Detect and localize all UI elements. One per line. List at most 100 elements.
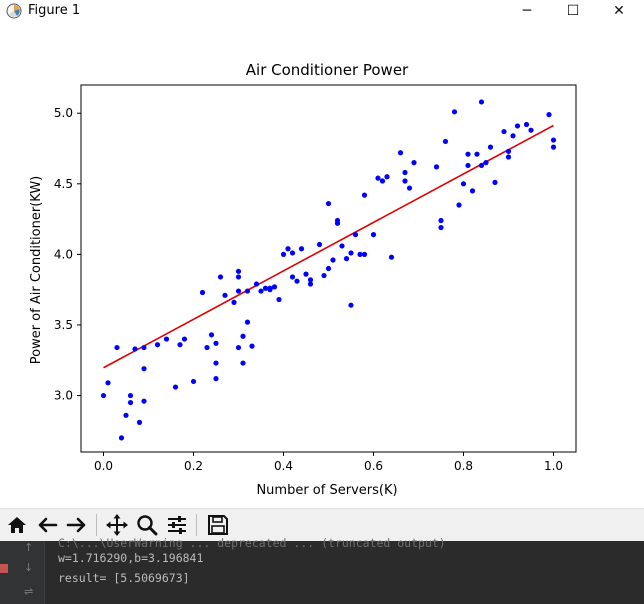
data-point: [483, 160, 489, 166]
data-point: [303, 271, 309, 277]
stop-icon[interactable]: [0, 564, 8, 573]
data-point: [514, 123, 521, 129]
x-tick-label: 0.6: [364, 459, 383, 473]
x-tick-label: 0.8: [454, 459, 473, 473]
data-point: [190, 378, 197, 385]
data-point: [478, 162, 485, 169]
forward-button[interactable]: [64, 512, 90, 538]
data-point: [244, 319, 251, 325]
chart-title: Air Conditioner Power: [246, 61, 409, 79]
data-point: [402, 178, 408, 184]
figure-canvas[interactable]: 0.0 0.2 0.4 0.6 0.8 1.0 3.0 3.5 4.0 4.5 5.0 Air Co…: [0, 22, 644, 508]
data-point: [469, 188, 476, 194]
x-tick-label: 0.0: [94, 459, 113, 473]
data-point: [352, 232, 359, 238]
toolbar-separator: [196, 514, 197, 536]
data-point: [339, 243, 345, 249]
data-point: [249, 343, 255, 349]
close-button[interactable]: ✕: [613, 3, 625, 19]
home-button[interactable]: [4, 512, 30, 538]
scroll-down-icon[interactable]: ↓: [24, 561, 34, 574]
data-point: [231, 299, 237, 305]
x-tick-label: 0.4: [274, 459, 293, 473]
forward-arrow-icon: [66, 517, 86, 533]
data-point: [307, 281, 314, 287]
data-point: [474, 151, 480, 157]
data-point: [546, 112, 552, 118]
data-point: [478, 99, 485, 105]
data-point: [334, 220, 341, 226]
data-point: [136, 419, 143, 425]
configure-subplots-icon: [168, 516, 186, 534]
data-point: [294, 278, 300, 284]
data-point: [433, 164, 440, 170]
zoom-icon: [137, 515, 158, 536]
data-point: [154, 342, 161, 348]
data-point: [123, 412, 129, 418]
data-point: [343, 256, 350, 262]
data-point: [253, 281, 260, 287]
data-point: [217, 274, 224, 280]
data-point: [276, 296, 282, 303]
y-tick-label: 5.0: [54, 106, 73, 120]
console-line-truncated: C:\...\UserWarning ... deprecated ... (t…: [58, 536, 446, 550]
data-point: [325, 265, 332, 272]
x-axis-label: Number of Servers(K): [256, 483, 397, 498]
x-tick-label: 0.2: [184, 459, 203, 473]
data-point: [325, 200, 332, 207]
data-point: [235, 274, 242, 280]
home-icon: [8, 517, 26, 533]
data-point: [465, 151, 471, 157]
back-arrow-icon: [38, 517, 58, 533]
chart: 0.0 0.2 0.4 0.6 0.8 1.0 3.0 3.5 4.0 4.5 5.0 Air Co…: [29, 61, 577, 498]
data-point: [127, 399, 134, 406]
data-point: [181, 336, 188, 342]
back-button[interactable]: [34, 512, 60, 538]
data-point: [141, 398, 147, 404]
data-point: [550, 144, 557, 150]
console-line-params: w=1.716290,b=3.196841: [58, 551, 204, 565]
data-point: [330, 257, 336, 263]
soft-wrap-icon[interactable]: ⇌: [24, 585, 34, 598]
data-point: [505, 148, 512, 154]
data-point: [550, 137, 557, 143]
data-point: [357, 251, 363, 257]
data-point: [397, 150, 404, 156]
data-point: [114, 344, 120, 351]
console-line-result: result= [5.5069673]: [58, 571, 190, 585]
data-point: [465, 162, 471, 169]
data-point: [361, 192, 368, 198]
data-point: [141, 366, 147, 372]
data-point: [199, 289, 206, 296]
zoom-button[interactable]: [134, 512, 160, 538]
minimize-button[interactable]: ─: [522, 3, 532, 19]
data-point: [510, 133, 516, 139]
y-tick-label: 3.0: [54, 389, 73, 403]
data-point: [411, 160, 417, 166]
maximize-button[interactable]: ☐: [566, 3, 580, 19]
toolbar-separator: [96, 514, 97, 536]
data-point: [501, 128, 507, 135]
pan-button[interactable]: [104, 512, 130, 538]
data-point: [321, 272, 327, 279]
data-point: [240, 333, 246, 339]
data-point: [289, 250, 296, 256]
matplotlib-app-icon: [6, 3, 22, 19]
data-point: [438, 224, 444, 231]
data-point: [487, 144, 494, 150]
console-gutter: ↑ ↓ ⇌: [0, 541, 45, 604]
data-point: [370, 232, 377, 238]
window-title: Figure 1: [28, 3, 81, 18]
scroll-up-icon[interactable]: ↑: [24, 541, 34, 554]
data-point: [451, 109, 458, 115]
configure-subplots-button[interactable]: [164, 512, 190, 538]
data-point: [271, 284, 278, 290]
data-point: [213, 376, 219, 382]
data-point: [177, 342, 183, 348]
data-point: [105, 380, 111, 386]
data-point: [361, 251, 368, 257]
save-button[interactable]: [205, 512, 231, 538]
x-tick-label: 1.0: [544, 459, 563, 473]
run-console: ↑ ↓ ⇌ C:\...\UserWarning ... deprecated …: [0, 536, 644, 604]
data-point: [204, 344, 210, 351]
